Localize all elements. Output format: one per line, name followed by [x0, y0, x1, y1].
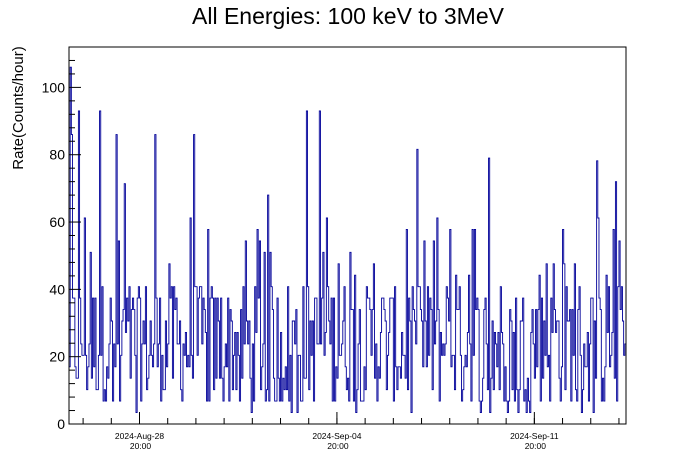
chart-title: All Energies: 100 keV to 3MeV [192, 3, 505, 29]
y-tick-label: 100 [42, 79, 66, 95]
y-tick-label: 40 [49, 281, 65, 297]
y-tick-label: 0 [57, 416, 65, 432]
y-tick-label: 60 [49, 214, 65, 230]
y-tick-label: 20 [49, 349, 65, 365]
x-tick-time: 20:00 [525, 441, 547, 451]
x-tick-time: 20:00 [327, 441, 349, 451]
x-tick-date: 2024-Aug-28 [115, 431, 164, 441]
data-series [68, 66, 626, 424]
x-tick-date: 2024-Sep-04 [312, 431, 361, 441]
x-tick-date: 2024-Sep-11 [510, 431, 559, 441]
y-axis-label: Rate(Counts/hour) [10, 46, 27, 169]
series-line [68, 66, 626, 424]
x-tick-time: 20:00 [130, 441, 152, 451]
axes: 0204060801002024-Aug-2820:002024-Sep-042… [42, 46, 627, 451]
y-tick-label: 80 [49, 147, 65, 163]
